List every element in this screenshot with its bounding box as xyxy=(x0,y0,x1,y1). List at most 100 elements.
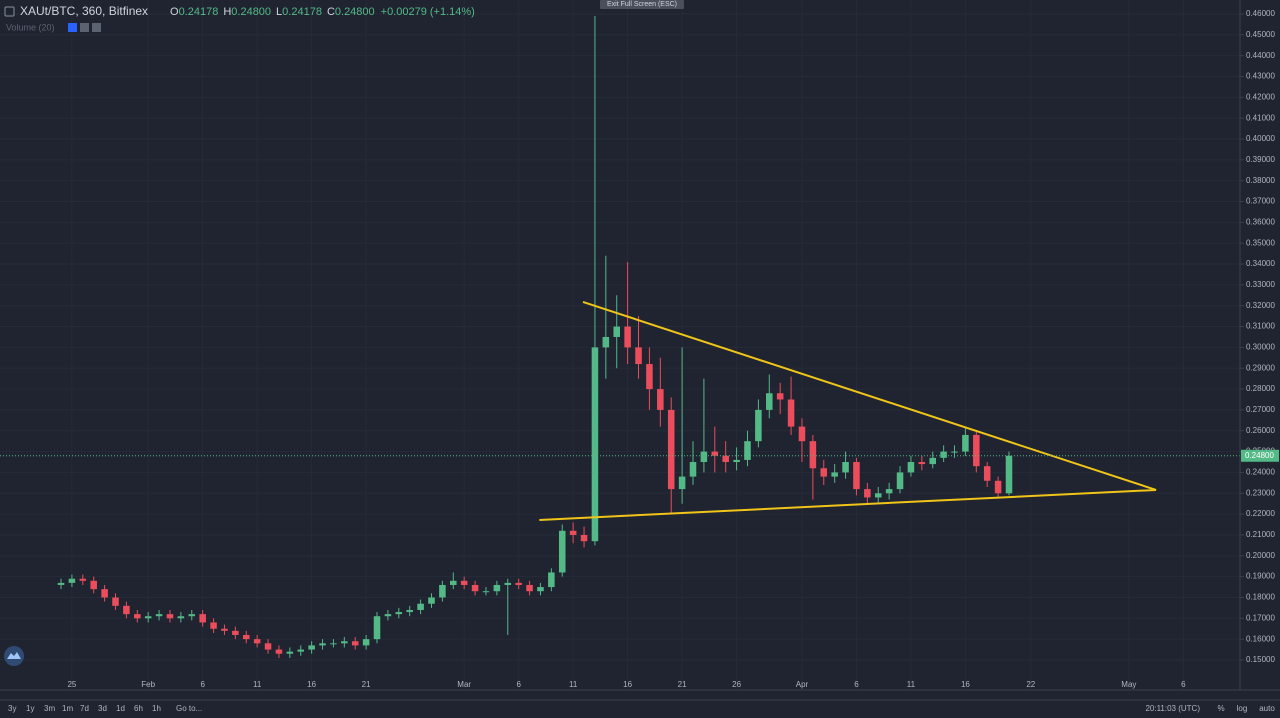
candle-body xyxy=(537,587,544,592)
x-tick-label: Mar xyxy=(457,680,471,689)
candle-body xyxy=(297,649,305,652)
candle-body xyxy=(733,459,740,463)
ohlc-value: 0.24800 xyxy=(335,6,375,18)
candle-body xyxy=(842,462,849,473)
y-tick-label: 0.36000 xyxy=(1246,217,1275,226)
range-button[interactable]: Go to... xyxy=(176,704,202,713)
candle-body xyxy=(678,476,686,490)
scale-button[interactable]: auto xyxy=(1259,704,1275,713)
range-button[interactable]: 3m xyxy=(44,704,55,713)
range-button[interactable]: 3y xyxy=(8,704,16,713)
candle-body xyxy=(450,580,457,585)
candle-body xyxy=(885,489,893,494)
candle-body xyxy=(994,480,1002,494)
candle-body xyxy=(471,584,479,592)
trend-line[interactable] xyxy=(539,488,1157,521)
y-tick-label: 0.29000 xyxy=(1246,363,1275,372)
ohlc-key: H xyxy=(223,6,231,18)
last-price-box xyxy=(1241,449,1279,462)
candle-body xyxy=(286,651,294,654)
y-tick-label: 0.44000 xyxy=(1246,51,1275,60)
candle-body xyxy=(983,466,991,481)
candle-body xyxy=(798,426,806,442)
candle-body xyxy=(569,530,577,535)
grid xyxy=(0,0,1240,690)
volume-settings-button[interactable] xyxy=(80,23,89,32)
symbol-icon xyxy=(4,6,15,17)
candle-body xyxy=(373,616,381,640)
candle-body xyxy=(221,628,228,631)
candle-body xyxy=(177,616,185,619)
candle-body xyxy=(711,451,719,456)
candle-body xyxy=(199,614,206,623)
range-button[interactable]: 1h xyxy=(152,704,161,713)
scale-button[interactable]: log xyxy=(1237,704,1248,713)
y-tick-label: 0.15000 xyxy=(1246,655,1275,664)
y-tick-label: 0.35000 xyxy=(1246,238,1275,247)
scale-button[interactable]: % xyxy=(1217,704,1224,713)
ohlc-value: 0.24178 xyxy=(179,6,219,18)
x-tick-label: 16 xyxy=(623,680,632,689)
y-tick-label: 0.22000 xyxy=(1246,509,1275,518)
candle-body xyxy=(896,472,904,490)
candle-body xyxy=(787,399,795,427)
range-button[interactable]: 6h xyxy=(134,704,143,713)
candle-body xyxy=(384,614,392,617)
candle-body xyxy=(831,472,838,477)
candle-body xyxy=(853,462,860,490)
range-button[interactable]: 7d xyxy=(80,704,89,713)
x-tick-label: 25 xyxy=(67,680,76,689)
ohlc-value: 0.24178 xyxy=(282,6,322,18)
candle-body xyxy=(308,645,315,650)
y-tick-label: 0.43000 xyxy=(1246,72,1275,81)
y-tick-label: 0.37000 xyxy=(1246,197,1275,206)
symbol[interactable]: XAUt/BTC, 360, Bitfinex xyxy=(20,4,148,18)
range-button[interactable]: 1m xyxy=(62,704,73,713)
y-tick-label: 0.42000 xyxy=(1246,92,1275,101)
candle-body xyxy=(526,584,533,592)
candle-body xyxy=(689,462,697,477)
candle-body xyxy=(558,530,566,573)
candle-body xyxy=(90,580,97,590)
candle-body xyxy=(1005,455,1013,494)
y-tick-label: 0.41000 xyxy=(1246,113,1275,122)
x-tick-label: 6 xyxy=(854,680,859,689)
tooltip-text: Exit Full Screen (ESC) xyxy=(607,1,677,8)
x-tick-label: 21 xyxy=(362,680,371,689)
candle-body xyxy=(591,347,599,542)
volume-close-button[interactable] xyxy=(92,23,101,32)
x-tick-label: 26 xyxy=(732,680,741,689)
candle-body xyxy=(700,451,708,463)
candle-body xyxy=(580,534,588,542)
range-button[interactable]: 3d xyxy=(98,704,107,713)
candle-body xyxy=(112,597,119,606)
candle-body xyxy=(406,609,413,613)
candle-body xyxy=(123,605,130,615)
axes: 0.15000 0.16000 0.17000 0.18000 0.19000 0.200… xyxy=(67,9,1279,689)
candle-body xyxy=(820,468,828,477)
candle-body xyxy=(864,489,871,498)
y-tick-label: 0.27000 xyxy=(1246,405,1275,414)
candle-body xyxy=(351,641,359,646)
candle-body xyxy=(657,389,664,410)
x-tick-label: Feb xyxy=(141,680,155,689)
candle-body xyxy=(319,643,326,646)
candle-body xyxy=(482,591,490,593)
candle-body xyxy=(188,614,196,617)
range-button[interactable]: 1d xyxy=(116,704,125,713)
clock: 20:11:03 (UTC) xyxy=(1145,704,1200,713)
candle-body xyxy=(395,612,403,615)
x-tick-label: 6 xyxy=(516,680,521,689)
candle-body xyxy=(134,614,141,619)
candle-body xyxy=(417,603,424,610)
range-button[interactable]: 1y xyxy=(26,704,34,713)
candle-body xyxy=(613,326,620,337)
x-tick-label: 6 xyxy=(200,680,205,689)
candle-body xyxy=(428,597,435,604)
candle-body xyxy=(744,441,751,460)
candle-body xyxy=(144,616,152,619)
y-tick-label: 0.19000 xyxy=(1246,572,1275,581)
trend-line[interactable] xyxy=(582,301,1157,491)
volume-eye-button[interactable] xyxy=(68,23,77,32)
